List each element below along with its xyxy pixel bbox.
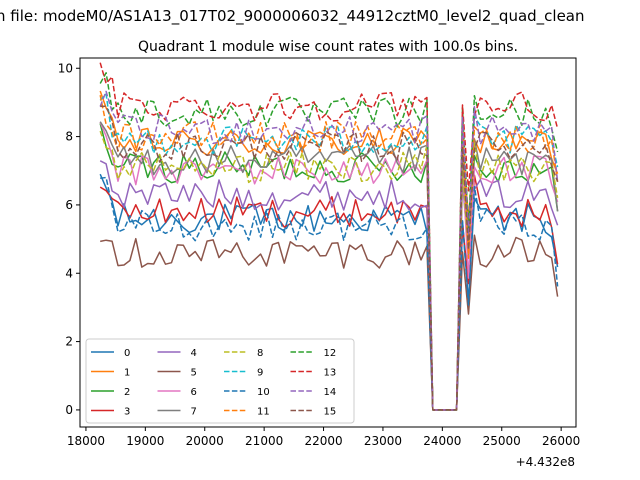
series-line-7 (99, 121, 559, 411)
y-tick-label: 2 (65, 335, 73, 349)
series-line-12 (99, 72, 559, 411)
legend-label-1: 1 (124, 368, 130, 379)
x-tick-label: 25000 (483, 434, 521, 448)
x-tick-label: 22000 (304, 434, 342, 448)
legend-label-5: 5 (191, 368, 197, 379)
series-line-14 (99, 90, 559, 411)
x-tick-label: 20000 (186, 434, 224, 448)
series-line-3 (99, 174, 559, 411)
series-line-13 (99, 62, 559, 411)
axis-ticks: 18000 19000 20000 21000 22000 23000 24000 25000… (58, 61, 581, 448)
series-line-6 (99, 122, 559, 411)
y-tick-label: 6 (65, 198, 73, 212)
legend-label-8: 8 (257, 348, 263, 359)
series-line-11 (99, 95, 559, 411)
x-tick-label: 18000 (67, 434, 105, 448)
series-line-4 (99, 160, 559, 411)
series-line-9 (99, 93, 559, 411)
legend-label-11: 11 (257, 407, 270, 418)
x-tick-label: 26000 (542, 434, 580, 448)
legend-label-3: 3 (124, 407, 130, 418)
legend-label-13: 13 (324, 368, 337, 379)
y-tick-label: 10 (58, 61, 73, 75)
y-tick-label: 4 (65, 266, 73, 280)
x-tick-label: 21000 (245, 434, 283, 448)
suptitle: n file: modeM0/AS1A13_017T02_9000006032_… (0, 7, 585, 26)
legend-label-7: 7 (191, 407, 197, 418)
y-tick-label: 0 (65, 403, 73, 417)
series-line-0 (99, 173, 559, 411)
x-offset-label: +4.432e8 (516, 455, 575, 469)
legend-label-0: 0 (124, 348, 130, 359)
x-tick-label: 19000 (126, 434, 164, 448)
legend-label-4: 4 (191, 348, 197, 359)
axes-frame (79, 57, 577, 428)
series-line-5 (100, 234, 559, 411)
series-line-15 (100, 105, 559, 411)
legend-label-10: 10 (257, 387, 270, 398)
x-tick-label: 24000 (423, 434, 461, 448)
legend-label-6: 6 (191, 387, 197, 398)
legend-label-9: 9 (257, 368, 263, 379)
y-tick-label: 8 (65, 130, 73, 144)
legend-box (85, 338, 355, 424)
legend-label-2: 2 (124, 387, 130, 398)
series-line-8 (99, 130, 559, 411)
legend-label-15: 15 (324, 407, 337, 418)
legend-label-14: 14 (324, 387, 337, 398)
chart-title: Quadrant 1 module wise count rates with … (138, 39, 518, 55)
legend-label-12: 12 (324, 348, 337, 359)
series-line-10 (100, 176, 559, 411)
x-tick-label: 23000 (364, 434, 402, 448)
plot-area (99, 62, 559, 411)
